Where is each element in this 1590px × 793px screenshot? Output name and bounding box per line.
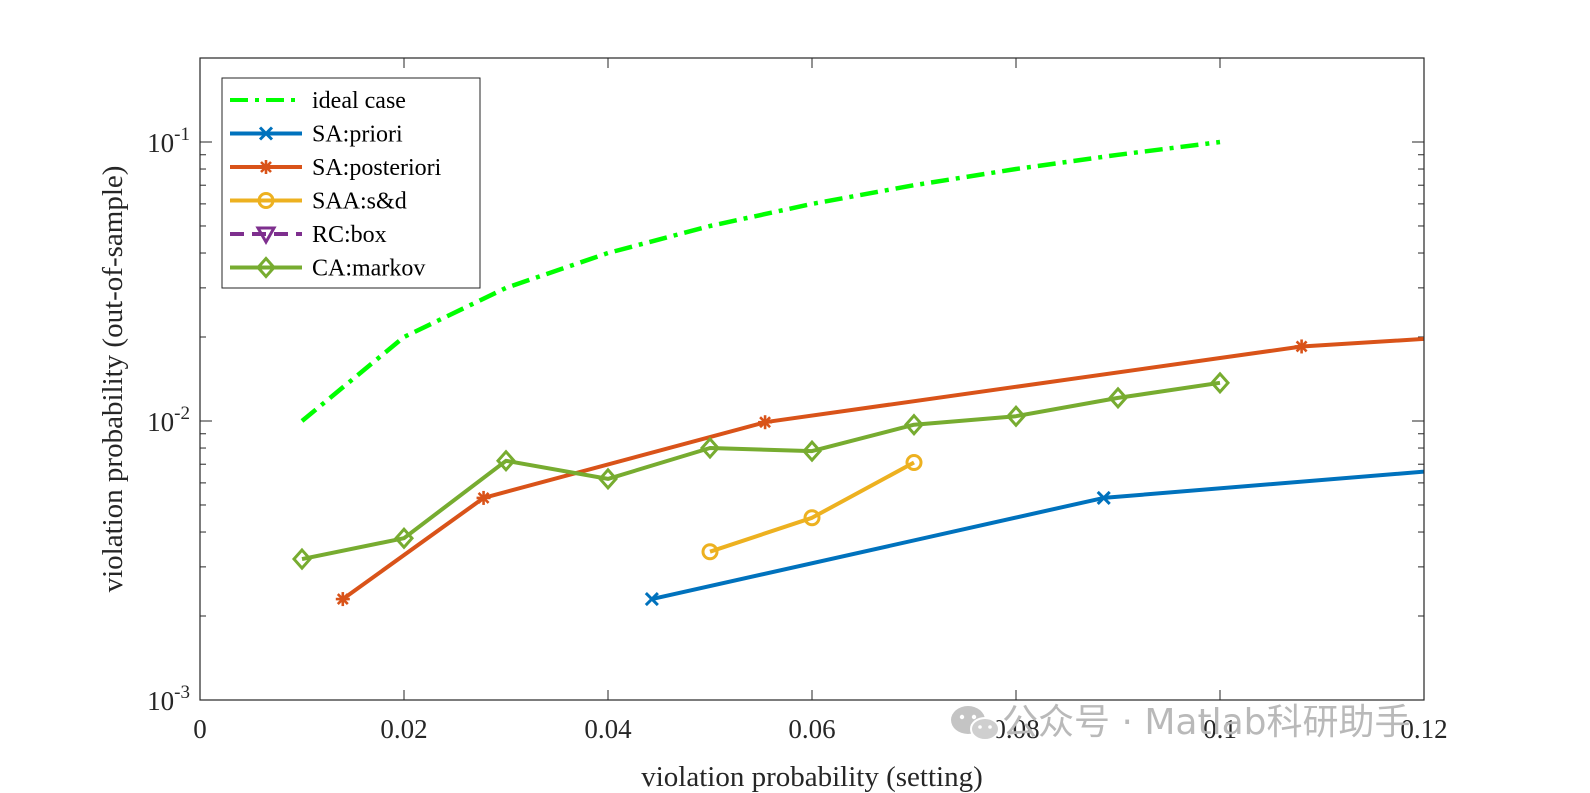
series-layer (291, 139, 1562, 607)
legend-marker-2 (259, 160, 273, 174)
legend-label: ideal case (312, 88, 406, 114)
series-line-5 (301, 380, 1221, 562)
x-tick-label: 0.06 (788, 714, 835, 744)
y-tick-label: 10-3 (147, 682, 190, 716)
point-3-0 (701, 543, 719, 561)
x-tick-label: 0 (193, 714, 207, 744)
point-1-0 (644, 592, 659, 607)
y-axis-label: violation probability (out-of-sample) (97, 166, 129, 593)
legend-box (221, 77, 481, 289)
series-line-3 (709, 460, 915, 554)
point-2-0 (335, 592, 350, 607)
point-1-1 (1096, 490, 1111, 505)
watermark-text: 公众号 · Matlab科研助手 (1002, 702, 1410, 743)
point-5-0 (291, 547, 313, 571)
point-5-9 (1209, 371, 1231, 395)
watermark: 公众号 · Matlab科研助手 (951, 702, 1410, 743)
tick-labels: 0 0.02 0.04 0.06 0.08 0.1 0.12 10-3 10-2 10-1 (147, 124, 1447, 744)
legend-label: CA:markov (312, 256, 425, 282)
wechat-icon (951, 706, 1000, 741)
point-5-5 (801, 439, 823, 463)
point-5-6 (903, 413, 925, 436)
x-axis-label: violation probability (setting) (641, 761, 983, 793)
y-tick-label: 10-1 (147, 124, 190, 158)
x-tick-label: 0.02 (380, 714, 427, 744)
point-1-2 (1550, 455, 1562, 467)
legend: ideal case SA:priori SA:posteriori SAA:s&d R… (221, 77, 481, 289)
point-2-1 (476, 490, 491, 505)
legend-label: SAA:s&d (312, 189, 407, 215)
point-2-3 (1294, 339, 1309, 354)
y-tick-label: 10-2 (147, 403, 190, 437)
x-tick-label: 0.12 (1400, 714, 1447, 744)
point-5-4 (699, 436, 721, 460)
legend-marker-4 (255, 226, 277, 246)
point-3-2 (905, 453, 923, 471)
point-3-1 (803, 509, 821, 527)
legend-label: SA:posteriori (312, 155, 442, 181)
legend-label: SA:priori (312, 122, 403, 148)
point-2-2 (758, 415, 773, 430)
legend-marker-5 (255, 256, 277, 279)
x-tick-label: 0.08 (992, 714, 1039, 744)
legend-marker-1 (258, 126, 274, 141)
point-5-8 (1107, 386, 1129, 410)
legend-marker-3 (257, 192, 275, 209)
point-5-1 (393, 526, 415, 550)
legend-label: RC:box (312, 222, 387, 248)
series-line-0 (300, 139, 1221, 423)
x-tick-label: 0.04 (584, 714, 632, 744)
point-5-2 (495, 449, 517, 473)
plot-frame (199, 57, 1425, 701)
point-5-3 (597, 467, 619, 491)
point-5-7 (1005, 404, 1027, 428)
x-tick-label: 0.1 (1203, 714, 1237, 744)
